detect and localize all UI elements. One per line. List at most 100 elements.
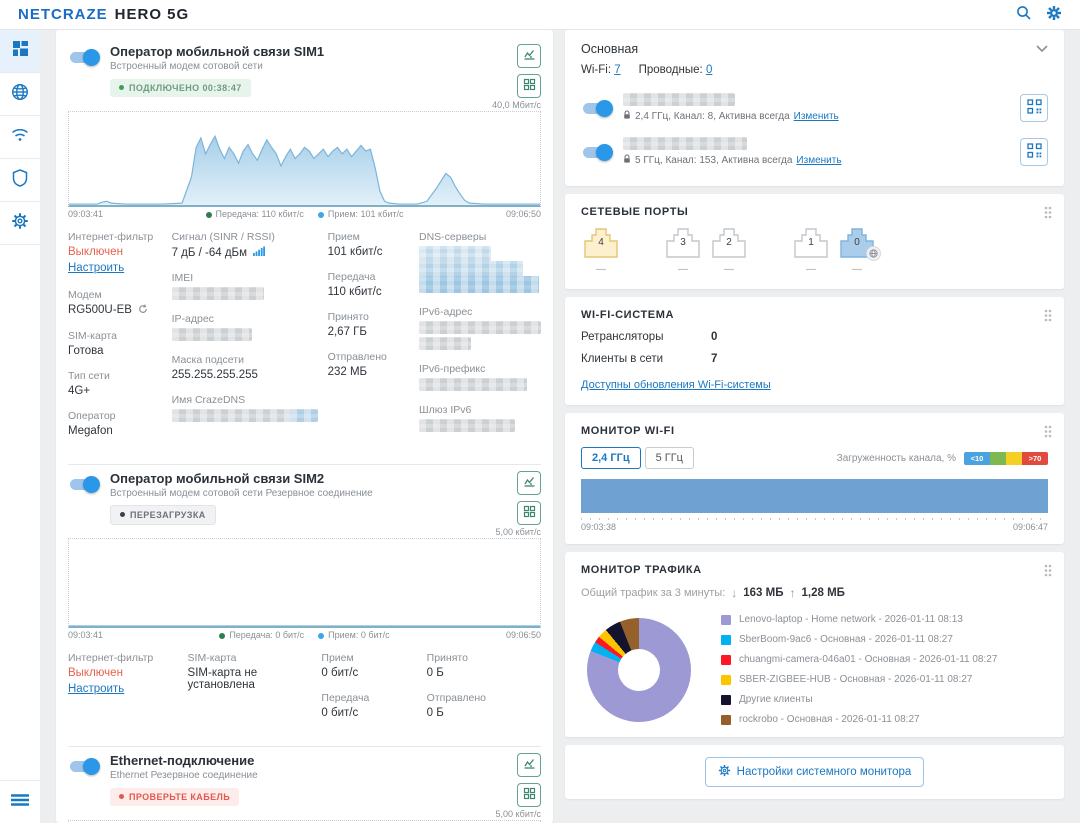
traffic-summary-label: Общий трафик за 3 минуты: <box>581 587 726 599</box>
port-0[interactable]: 0 — <box>839 228 881 275</box>
repeaters-value: 0 <box>711 331 718 343</box>
sim1-details-button[interactable] <box>517 74 541 98</box>
port-speed-dash: — <box>852 264 862 275</box>
ipv6-address-blurred <box>419 321 541 350</box>
wifi-5-qr-button[interactable] <box>1020 138 1048 166</box>
signal-value: 7 дБ / -64 дБм <box>172 246 318 259</box>
legend-item: Другие клиенты <box>721 694 997 705</box>
sidebar-item-menu[interactable] <box>0 780 40 823</box>
search-button[interactable] <box>1016 5 1032 24</box>
wifi-5-edit-link[interactable]: Изменить <box>796 155 842 166</box>
legend-swatch <box>721 674 731 685</box>
brand-secondary: HERO 5G <box>114 6 190 23</box>
modem-value: RG500U-EB <box>68 304 162 317</box>
rx-rate-value: 101 кбит/с <box>327 246 383 258</box>
sim2-chart: 5,00 кбит/с 09:03:41 Передача: 0 бит/с П… <box>68 527 541 640</box>
drag-handle-icon[interactable] <box>1044 309 1052 327</box>
utilization-gradient-legend: <10 >70 <box>964 451 1048 465</box>
sim1-chart-area <box>69 112 540 205</box>
sim1-toggle[interactable] <box>68 48 100 66</box>
field-label: IP-адрес <box>171 313 214 325</box>
wifi-24-edit-link[interactable]: Изменить <box>793 111 839 122</box>
sim1-chart-button[interactable] <box>517 44 541 68</box>
wifi-24-toggle[interactable] <box>581 99 613 117</box>
wifi-count-link[interactable]: 7 <box>614 64 621 76</box>
settings-button[interactable] <box>1046 5 1062 24</box>
ethernet-toggle[interactable] <box>68 757 100 775</box>
sim1-rx-legend: Прием: 101 кбит/с <box>317 209 404 219</box>
wired-count-link[interactable]: 0 <box>705 64 713 76</box>
drag-handle-icon[interactable] <box>1044 425 1052 443</box>
field-label: Прием <box>321 652 354 664</box>
sim2-details-button[interactable] <box>517 501 541 525</box>
sim2-chart-button[interactable] <box>517 471 541 495</box>
filter-value: Выключен <box>68 667 123 679</box>
segment-title: Основная <box>581 42 639 56</box>
sim2-status-badge: ПЕРЕЗАГРУЗКА <box>110 504 216 525</box>
sim1-title: Оператор мобильной связи SIM1 <box>110 44 325 59</box>
wifi-system-update-link[interactable]: Доступны обновления Wi-Fi-системы <box>581 379 771 391</box>
system-monitor-settings-button[interactable]: Настройки системного монитора <box>704 757 925 787</box>
port-speed-dash: — <box>724 264 734 275</box>
wifi-5-toggle[interactable] <box>581 143 613 161</box>
field-label: Передача <box>327 271 376 283</box>
sim1-chart: 40,0 Мбит/с 09:03:41 Передача: 110 кбит/… <box>68 100 541 219</box>
filter-value: Выключен <box>68 246 123 258</box>
line-chart-icon <box>523 48 536 64</box>
port-1[interactable]: 1 — <box>793 228 829 275</box>
chevron-down-icon[interactable] <box>1036 42 1048 56</box>
filter-configure-link[interactable]: Настроить <box>68 262 125 274</box>
sidebar-item-wifi[interactable] <box>0 116 40 159</box>
wifi-24-qr-button[interactable] <box>1020 94 1048 122</box>
sim2-chart-area <box>69 539 540 626</box>
field-label: Модем <box>68 289 102 301</box>
sim-status-value: SIM-карта не установлена <box>187 667 258 691</box>
ethernet-chart-button[interactable] <box>517 753 541 777</box>
legend-swatch <box>721 614 731 625</box>
wifi-monitor-end: 09:06:47 <box>1012 522 1048 532</box>
status-dot <box>119 85 124 90</box>
sidebar-item-internet[interactable] <box>0 73 40 116</box>
sidebar-item-security[interactable] <box>0 159 40 202</box>
filter-configure-link[interactable]: Настроить <box>68 683 125 695</box>
sidebar <box>0 30 40 823</box>
ipv6-gateway-blurred <box>419 419 515 432</box>
tab-5ghz[interactable]: 5 ГГц <box>644 447 694 469</box>
sidebar-item-management[interactable] <box>0 202 40 245</box>
field-label: Оператор <box>68 410 116 422</box>
tab-24ghz[interactable]: 2,4 ГГц <box>581 447 641 469</box>
ethernet-details-button[interactable] <box>517 783 541 807</box>
drag-handle-icon[interactable] <box>1044 564 1052 582</box>
wifi-clients-count: Wi-Fi: 7 <box>581 64 621 76</box>
legend-item: rockrobo - Основная - 2026-01-11 08:27 <box>721 714 997 725</box>
sim2-toggle[interactable] <box>68 475 100 493</box>
donut-hole <box>618 648 660 691</box>
rx-legend-dot <box>318 632 325 639</box>
received-total-value: 2,67 ГБ <box>327 326 367 338</box>
port-2[interactable]: 2 — <box>711 228 747 275</box>
network-ports-card: СЕТЕВЫЕ ПОРТЫ 4 — 3 — 2 — <box>565 194 1064 289</box>
upload-arrow-icon: ↑ <box>789 586 796 600</box>
traffic-donut-chart <box>587 617 691 722</box>
sim1-subtitle: Встроенный модем сотовой сети <box>110 61 263 72</box>
qr-code-icon <box>1026 99 1042 117</box>
lock-icon <box>623 154 631 167</box>
field-label: Передача <box>321 692 370 704</box>
field-label: Отправлено <box>426 692 486 704</box>
port-3[interactable]: 3 — <box>665 228 701 275</box>
field-label: Тип сети <box>68 370 110 382</box>
brand-logo: NETCRAZE HERO 5G <box>18 6 189 23</box>
sim2-chart-start: 09:03:41 <box>68 630 104 640</box>
connections-card: Оператор мобильной связи SIM1 Встроенный… <box>56 30 553 823</box>
field-label: IPv6-префикс <box>419 363 486 375</box>
sidebar-item-dashboard[interactable] <box>0 30 40 73</box>
port-speed-dash: — <box>678 264 688 275</box>
gear-icon <box>1046 5 1062 24</box>
port-4[interactable]: 4 — <box>583 228 619 275</box>
wired-clients-count: Проводные: 0 <box>638 64 713 76</box>
sim1-details: Интернет-фильтр Выключен Настроить Модем… <box>68 231 541 454</box>
clients-label: Клиенты в сети <box>581 353 664 365</box>
refresh-icon[interactable] <box>138 304 148 317</box>
drag-handle-icon[interactable] <box>1044 206 1052 224</box>
sim1-chart-end: 09:06:50 <box>505 209 541 219</box>
